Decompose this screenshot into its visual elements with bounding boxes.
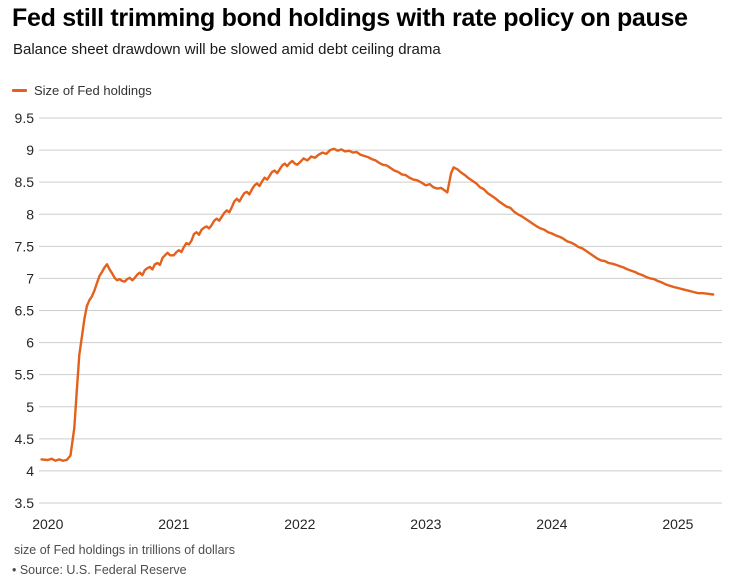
y-tick-label: 9 <box>26 142 34 158</box>
legend-line-swatch <box>12 89 27 92</box>
chart-svg: 3.5 4 4.5 5 5.5 6 6.5 7 7.5 8 8.5 9 9.5 2020 2021 2022 2… <box>15 110 722 532</box>
y-tick-label: 8.5 <box>15 174 35 190</box>
x-tick-label: 2024 <box>536 516 567 532</box>
chart-subtitle: Balance sheet drawdown will be slowed am… <box>13 41 441 58</box>
chart-source: • Source: U.S. Federal Reserve <box>12 563 187 577</box>
chart-legend: Size of Fed holdings <box>12 83 152 98</box>
y-tick-label: 5 <box>26 399 34 415</box>
y-tick-label: 8 <box>26 206 34 222</box>
legend-item-label: Size of Fed holdings <box>34 83 152 98</box>
y-tick-label: 4 <box>26 463 34 479</box>
chart-unit-note: size of Fed holdings in trillions of dol… <box>14 543 235 557</box>
x-tick-label: 2021 <box>158 516 189 532</box>
y-tick-label: 5.5 <box>15 367 35 383</box>
chart-plot-area: 3.5 4 4.5 5 5.5 6 6.5 7 7.5 8 8.5 9 9.5 2020 2021 2022 2… <box>0 105 734 545</box>
x-tick-label: 2025 <box>662 516 693 532</box>
y-tick-label: 6 <box>26 335 34 351</box>
y-tick-label: 7.5 <box>15 238 35 254</box>
y-tick-label: 6.5 <box>15 303 35 319</box>
x-tick-label: 2020 <box>32 516 63 532</box>
y-tick-label: 3.5 <box>15 495 35 511</box>
y-tick-label: 7 <box>26 270 34 286</box>
x-tick-label: 2022 <box>284 516 315 532</box>
y-tick-label: 4.5 <box>15 431 35 447</box>
y-tick-label: 9.5 <box>15 110 35 126</box>
line-series <box>40 147 715 462</box>
x-tick-label: 2023 <box>410 516 441 532</box>
page-title: Fed still trimming bond holdings with ra… <box>12 4 688 32</box>
